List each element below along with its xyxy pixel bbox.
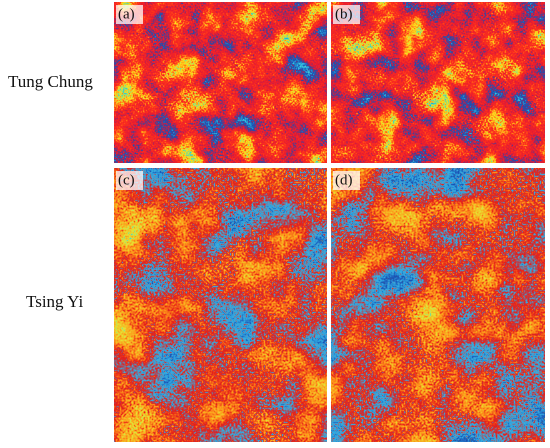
interferogram <box>114 2 327 163</box>
panel-label: (b) <box>335 6 353 22</box>
row-label: Tsing Yi <box>26 292 83 311</box>
panel-label: (a) <box>118 6 135 22</box>
row-label: Tung Chung <box>8 72 93 91</box>
interferogram <box>114 168 327 442</box>
panel-label: (c) <box>118 172 135 188</box>
label-box <box>333 171 360 190</box>
label-box <box>333 5 360 24</box>
interferogram <box>331 168 545 442</box>
interferogram <box>331 2 545 163</box>
label-box <box>116 5 143 24</box>
label-box <box>116 171 143 190</box>
panel-label: (d) <box>335 172 353 188</box>
